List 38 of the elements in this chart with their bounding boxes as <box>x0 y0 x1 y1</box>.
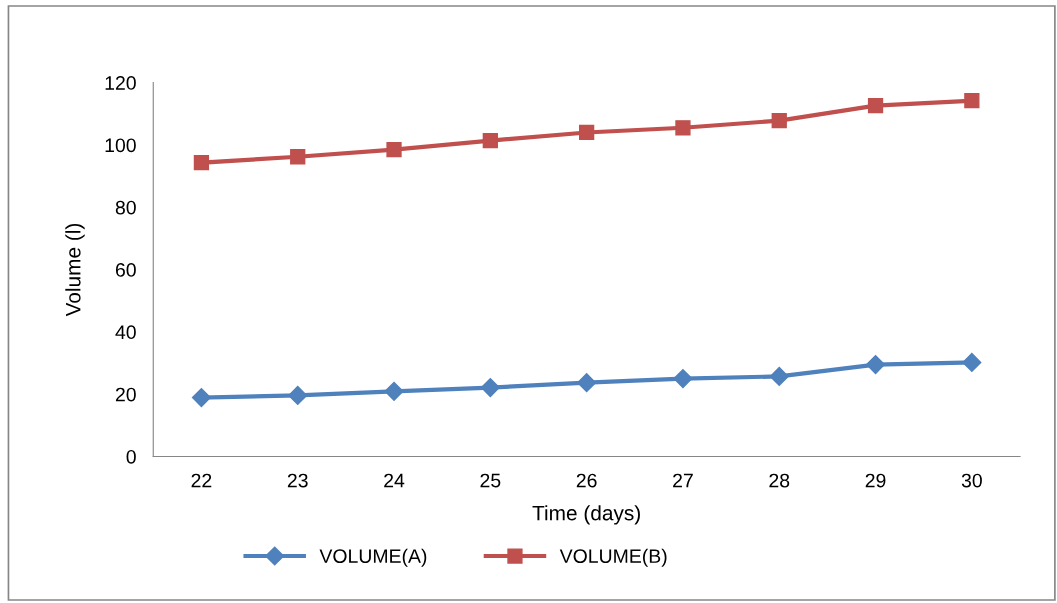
y-tick-label: 20 <box>115 387 136 402</box>
point <box>769 366 789 386</box>
point <box>288 385 308 405</box>
y-tick-label: 120 <box>105 76 136 90</box>
point <box>482 132 498 149</box>
x-tick-label: 28 <box>769 473 790 488</box>
point <box>673 369 693 389</box>
point <box>480 378 500 398</box>
x-tick-label: 29 <box>865 473 886 488</box>
point <box>866 355 886 375</box>
x-tick-label: 22 <box>191 473 212 488</box>
point <box>193 155 210 171</box>
point <box>675 120 691 136</box>
x-tick-label: 26 <box>576 473 597 488</box>
point <box>290 149 306 165</box>
point <box>962 352 982 372</box>
x-tick-label: 24 <box>384 473 405 488</box>
x-tick-label: 30 <box>961 473 982 488</box>
x-tick-label: 23 <box>287 473 308 488</box>
point <box>386 141 402 158</box>
point <box>771 112 787 129</box>
point <box>577 373 597 393</box>
y-tick-label: 0 <box>126 449 136 464</box>
point <box>867 98 884 114</box>
y-tick-label: 80 <box>115 200 136 215</box>
y-tick-label: 60 <box>115 263 136 277</box>
point <box>964 93 980 109</box>
point <box>384 381 404 401</box>
x-axis-title: Time (days) <box>532 505 640 525</box>
y-axis-title: Volume (l) <box>65 223 85 317</box>
y-tick-label: 40 <box>115 325 136 340</box>
legend-label: VOLUME(A) <box>319 548 427 567</box>
x-tick-label: 27 <box>673 473 693 488</box>
point <box>191 388 211 408</box>
y-tick-label: 100 <box>105 138 136 153</box>
legend-label: VOLUME(B) <box>559 548 667 567</box>
x-tick-label: 25 <box>480 473 501 488</box>
point <box>578 124 595 141</box>
